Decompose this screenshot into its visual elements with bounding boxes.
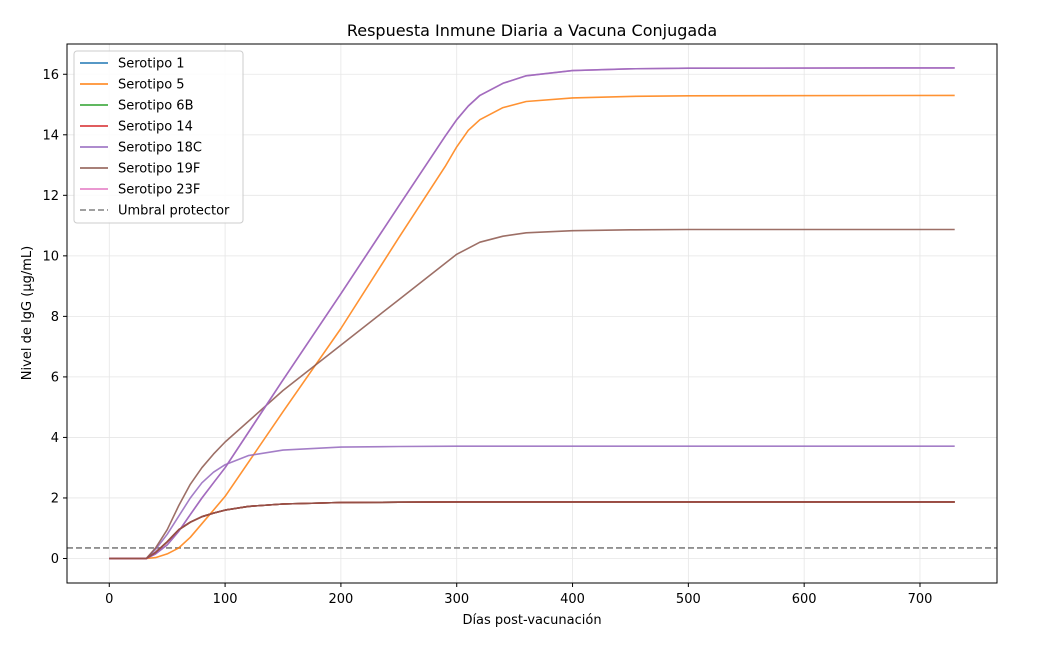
x-axis-label: Días post-vacunación — [462, 613, 601, 628]
legend-label: Serotipo 5 — [118, 78, 185, 93]
y-tick-label: 0 — [51, 552, 59, 567]
legend-label: Serotipo 19F — [118, 162, 200, 177]
axes: 0 100 200 300 400 500 600 700 0 2 4 6 8 10 12 14 16 — [42, 43, 998, 607]
x-tick-label: 300 — [444, 592, 469, 607]
chart-title: Respuesta Inmune Diaria a Vacuna Conjuga… — [347, 21, 717, 40]
legend-label: Serotipo 6B — [118, 99, 194, 114]
x-tick-label: 500 — [676, 592, 701, 607]
series-line — [109, 445, 955, 560]
legend: Serotipo 1 Serotipo 5 Serotipo 6B Serotipo … — [73, 50, 244, 224]
legend-label: Umbral protector — [118, 204, 230, 219]
series-line — [109, 67, 955, 560]
y-tick-label: 10 — [42, 249, 59, 264]
x-tick-label: 700 — [908, 592, 933, 607]
x-tick-label: 100 — [213, 592, 238, 607]
legend-label: Serotipo 14 — [118, 120, 193, 135]
legend-box — [73, 50, 244, 224]
plot-frame — [66, 43, 998, 584]
y-tick-label: 16 — [42, 68, 59, 83]
y-tick-label: 8 — [51, 310, 59, 325]
y-tick-label: 12 — [42, 189, 59, 204]
x-tick-label: 0 — [105, 592, 113, 607]
x-tick-label: 600 — [792, 592, 817, 607]
series-line — [109, 94, 955, 560]
series-layer — [67, 67, 997, 560]
y-tick-label: 6 — [51, 370, 59, 385]
legend-label: Serotipo 18C — [118, 141, 202, 156]
y-axis-label: Nivel de IgG (μg/mL) — [20, 246, 35, 380]
grid — [67, 44, 997, 583]
y-tick-label: 2 — [51, 491, 59, 506]
x-tick-label: 200 — [328, 592, 353, 607]
series-line — [109, 228, 955, 560]
x-tick-label: 400 — [560, 592, 585, 607]
series-line — [109, 501, 955, 560]
legend-label: Serotipo 1 — [118, 57, 185, 72]
y-tick-label: 14 — [42, 128, 59, 143]
y-tick-label: 4 — [51, 431, 59, 446]
legend-label: Serotipo 23F — [118, 183, 200, 198]
